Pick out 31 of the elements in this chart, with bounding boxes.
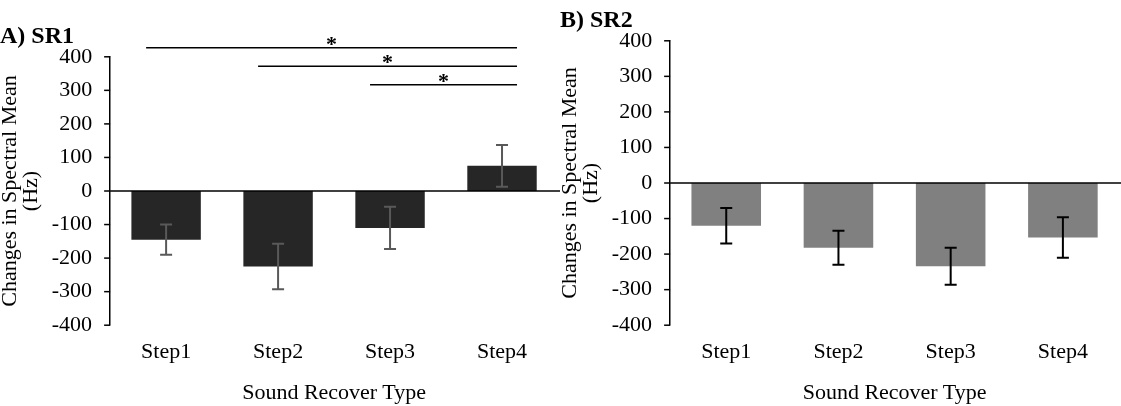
y-tick-label: 0 <box>641 168 653 194</box>
y-tick-label: -100 <box>611 204 653 230</box>
y-tick-label: 200 <box>59 109 93 135</box>
y-tick-label: -300 <box>611 275 653 301</box>
y-axis-title: Changes in Spectral Mean (Hz) <box>0 75 43 307</box>
y-tick-label: -400 <box>51 310 93 336</box>
y-tick-label: -300 <box>51 277 93 303</box>
x-tick-label: Step2 <box>813 338 864 364</box>
x-tick-label: Step1 <box>141 338 192 364</box>
x-axis-title: Sound Recover Type <box>802 378 987 404</box>
annotation: * <box>438 67 450 93</box>
x-tick-label: Step1 <box>701 338 752 364</box>
x-tick-label: Step2 <box>253 338 304 364</box>
y-tick-label: 0 <box>81 176 93 202</box>
x-tick-label: Step4 <box>1037 338 1088 364</box>
y-tick-label: -400 <box>611 310 653 336</box>
y-tick-label: 300 <box>619 62 653 88</box>
x-tick-label: Step3 <box>925 338 976 364</box>
text: * <box>326 30 338 56</box>
y-tick-label: 100 <box>619 133 653 159</box>
y-tick-label: 200 <box>619 97 653 123</box>
x-tick-label: Step4 <box>476 338 528 364</box>
x-axis-title: Sound Recover Type <box>242 378 426 404</box>
y-tick-label: -200 <box>611 239 653 265</box>
x-tick-label: Step3 <box>364 338 416 364</box>
y-tick-label: 300 <box>59 76 93 102</box>
y-tick-label: 100 <box>59 143 93 169</box>
y-axis-title: Changes in Spectral Mean (Hz) <box>556 67 603 299</box>
annotation: * <box>382 49 394 75</box>
y-tick-label: -200 <box>51 243 93 269</box>
y-tick-label: -100 <box>51 210 93 236</box>
